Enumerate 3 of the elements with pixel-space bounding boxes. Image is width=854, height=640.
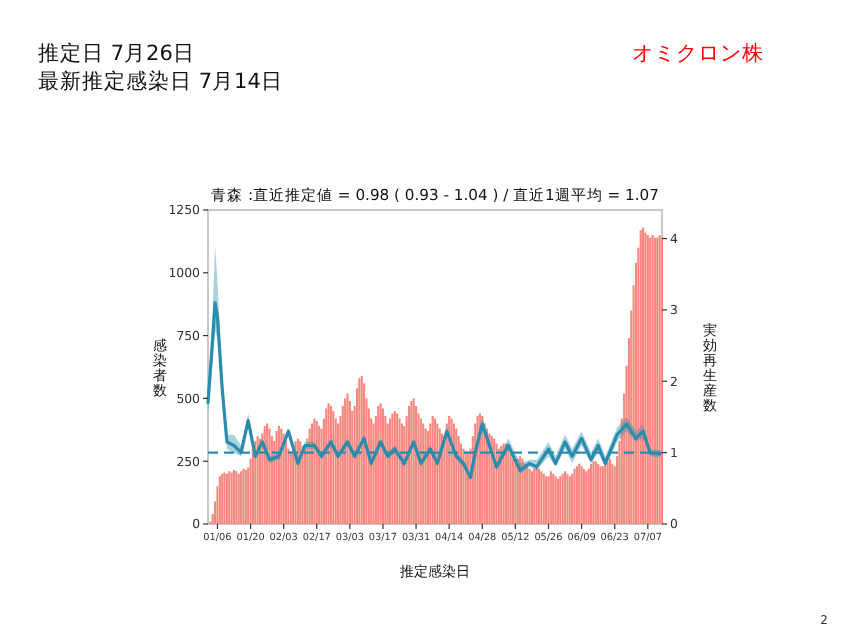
- text: 最新推定感染日 7月14日: [38, 68, 283, 94]
- text: オミクロン株: [632, 40, 764, 66]
- text: 推定日 7月26日: [38, 40, 195, 66]
